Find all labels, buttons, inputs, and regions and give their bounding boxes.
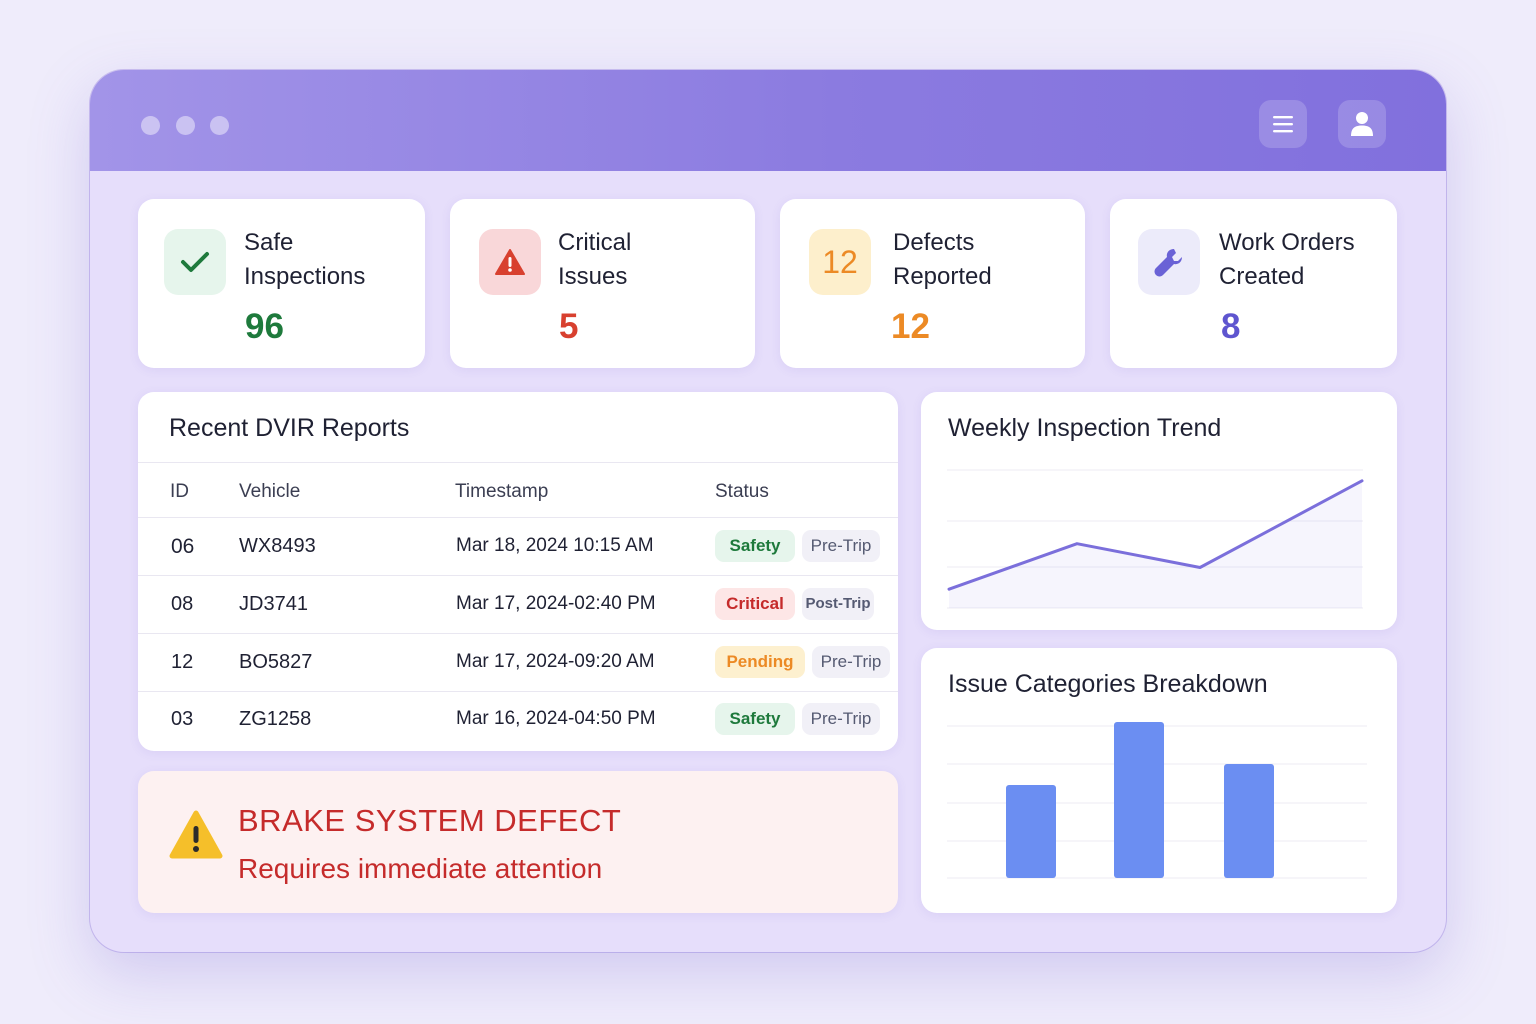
user-profile-button[interactable] xyxy=(1338,100,1386,148)
stat-value: 5 xyxy=(559,307,579,346)
cell-id: 06 xyxy=(171,535,195,558)
status-badge: Pending xyxy=(715,646,805,678)
stat-label: Defects Reported xyxy=(893,229,992,290)
panel-title: Recent DVIR Reports xyxy=(169,414,410,442)
status-badge: Critical xyxy=(715,588,795,620)
safe-icon-tile xyxy=(164,229,226,295)
cell-vehicle: WX8493 xyxy=(239,535,316,557)
stat-label: Safe Inspections xyxy=(244,229,366,290)
recent-reports-panel: Recent DVIR Reports ID Vehicle Timestamp… xyxy=(138,392,898,751)
cell-vehicle: ZG1258 xyxy=(239,708,312,730)
menu-icon xyxy=(1273,116,1293,133)
bar-2 xyxy=(1224,764,1274,878)
stat-card-safe-inspections[interactable]: Safe Inspections 96 xyxy=(138,199,425,368)
bar-1 xyxy=(1114,722,1164,878)
column-header-vehicle[interactable]: Vehicle xyxy=(239,481,301,502)
work-orders-icon-tile xyxy=(1138,229,1200,295)
wrench-icon xyxy=(1154,249,1182,277)
warning-icon xyxy=(495,249,525,275)
alert-message: Requires immediate attention xyxy=(238,853,603,884)
critical-icon-tile xyxy=(479,229,541,295)
cell-id: 03 xyxy=(171,708,194,730)
trip-type-tag: Post-Trip xyxy=(802,588,874,620)
brake-defect-alert[interactable]: BRAKE SYSTEM DEFECT Requires immediate a… xyxy=(138,771,898,913)
cell-vehicle: BO5827 xyxy=(239,651,313,673)
table-row[interactable]: 06 WX8493 Mar 18, 2024 10:15 AM Safety Pre-T… xyxy=(138,518,898,575)
panel-title: Weekly Inspection Trend xyxy=(948,414,1222,442)
status-badge: Safety xyxy=(715,703,795,735)
column-header-status[interactable]: Status xyxy=(715,481,769,502)
dashboard-window: Safe Inspections 96 Critical Issues 5 12 D… xyxy=(90,70,1446,952)
cell-timestamp: Mar 17, 2024-02:40 PM xyxy=(456,593,656,614)
window-dot-close[interactable] xyxy=(141,116,160,135)
stat-card-critical-issues[interactable]: Critical Issues 5 xyxy=(450,199,755,368)
warning-triangle-icon xyxy=(169,810,223,859)
divider xyxy=(138,691,898,692)
issue-bar-chart[interactable] xyxy=(947,718,1371,883)
stat-card-work-orders[interactable]: Work Orders Created 8 xyxy=(1110,199,1397,368)
trip-type-tag: Pre-Trip xyxy=(812,646,890,678)
stat-value: 96 xyxy=(245,307,284,346)
column-header-timestamp[interactable]: Timestamp xyxy=(455,481,549,502)
defects-count-icon: 12 xyxy=(822,243,858,280)
defects-count-tile: 12 xyxy=(809,229,871,295)
cell-timestamp: Mar 18, 2024 10:15 AM xyxy=(456,535,654,556)
stat-label: Work Orders Created xyxy=(1219,229,1355,290)
table-row[interactable]: 12 BO5827 Mar 17, 2024-09:20 AM Pending Pre-… xyxy=(138,634,898,691)
cell-id: 08 xyxy=(171,593,194,615)
divider xyxy=(138,575,898,576)
title-bar xyxy=(90,70,1446,171)
stat-value: 8 xyxy=(1221,307,1241,346)
window-dot-maximize[interactable] xyxy=(210,116,229,135)
alert-title: BRAKE SYSTEM DEFECT xyxy=(238,803,622,838)
issue-breakdown-panel: Issue Categories Breakdown xyxy=(921,648,1397,913)
user-icon xyxy=(1351,112,1373,136)
stat-value: 12 xyxy=(891,307,930,346)
table-row[interactable]: 08 JD3741 Mar 17, 2024-02:40 PM Critical Pos… xyxy=(138,576,898,633)
weekly-trend-panel: Weekly Inspection Trend xyxy=(921,392,1397,630)
table-row[interactable]: 03 ZG1258 Mar 16, 2024-04:50 PM Safety Pre-T… xyxy=(138,691,898,748)
trip-type-tag: Pre-Trip xyxy=(802,530,880,562)
menu-button[interactable] xyxy=(1259,100,1307,148)
trip-type-tag: Pre-Trip xyxy=(802,703,880,735)
cell-timestamp: Mar 16, 2024-04:50 PM xyxy=(456,708,656,729)
trend-series-line xyxy=(947,479,1364,591)
window-dot-minimize[interactable] xyxy=(176,116,195,135)
divider xyxy=(138,517,898,518)
stat-card-defects-reported[interactable]: 12 Defects Reported 12 xyxy=(780,199,1085,368)
check-icon xyxy=(181,252,209,272)
trend-line-chart[interactable] xyxy=(947,462,1367,612)
divider xyxy=(138,462,898,463)
cell-id: 12 xyxy=(171,651,194,673)
stat-label: Critical Issues xyxy=(558,229,632,290)
panel-title: Issue Categories Breakdown xyxy=(948,670,1268,698)
cell-timestamp: Mar 17, 2024-09:20 AM xyxy=(456,651,655,672)
trend-area xyxy=(949,480,1362,608)
cell-vehicle: JD3741 xyxy=(239,593,308,615)
column-header-id[interactable]: ID xyxy=(170,481,189,502)
status-badge: Safety xyxy=(715,530,795,562)
divider xyxy=(138,633,898,634)
bar-0 xyxy=(1006,785,1056,878)
